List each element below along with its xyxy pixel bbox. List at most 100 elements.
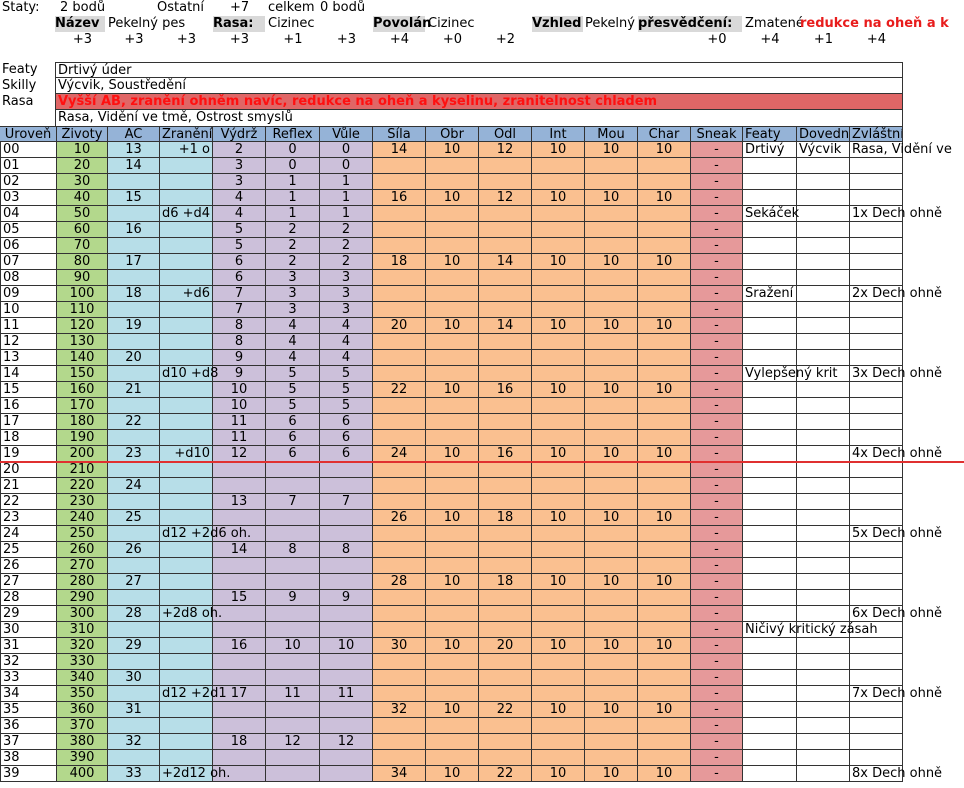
cell: +1 o: [160, 142, 213, 158]
cell: [160, 190, 213, 206]
cell: [479, 462, 532, 478]
cell: [213, 526, 266, 542]
cell: 40: [57, 190, 108, 206]
cell: 250: [57, 526, 108, 542]
cell: [532, 670, 585, 686]
cell: [479, 174, 532, 190]
column-header: Obr: [426, 126, 479, 142]
cell: 6: [266, 446, 320, 462]
cell: 26: [373, 510, 426, 526]
cell: [850, 334, 903, 350]
cell: -: [691, 494, 743, 510]
cell: [213, 702, 266, 718]
cell: 15: [108, 190, 160, 206]
cell: [797, 750, 850, 766]
cell: [532, 542, 585, 558]
cell: [797, 718, 850, 734]
cell: [850, 462, 903, 478]
cell: 6: [320, 430, 373, 446]
level: 24: [0, 526, 57, 542]
cell: [532, 222, 585, 238]
cell: [797, 606, 850, 622]
level: 34: [0, 686, 57, 702]
cell: [638, 590, 691, 606]
cell: 10: [213, 398, 266, 414]
cell: 10: [585, 510, 638, 526]
level: 14: [0, 366, 57, 382]
cell: 3: [320, 270, 373, 286]
cell: -: [691, 510, 743, 526]
cell: 10: [532, 254, 585, 270]
cell: [426, 430, 479, 446]
cell: [160, 542, 213, 558]
cell: 8: [213, 318, 266, 334]
level: 15: [0, 382, 57, 398]
cell: [743, 686, 797, 702]
cell: 290: [57, 590, 108, 606]
cell: [266, 510, 320, 526]
cell: [532, 494, 585, 510]
cell: [426, 286, 479, 302]
cell: [585, 670, 638, 686]
cell: 10: [532, 574, 585, 590]
cell: [373, 718, 426, 734]
cell: 10: [585, 318, 638, 334]
cell: 10: [426, 766, 479, 782]
cell: 10: [585, 382, 638, 398]
field-value: Pekelný pes: [108, 16, 186, 31]
level: 11: [0, 318, 57, 334]
cell: 10: [532, 382, 585, 398]
cell: [479, 430, 532, 446]
cell: [426, 158, 479, 174]
cell: 18: [479, 510, 532, 526]
cell: [373, 670, 426, 686]
cell: [213, 558, 266, 574]
cell: 240: [57, 510, 108, 526]
cell: 130: [57, 334, 108, 350]
cell: 160: [57, 382, 108, 398]
cell: [743, 750, 797, 766]
bonus: +1: [813, 32, 834, 47]
cell: [160, 718, 213, 734]
cell: -: [691, 622, 743, 638]
cell: [585, 238, 638, 254]
cell: [850, 190, 903, 206]
cell: -: [691, 638, 743, 654]
cell: [743, 702, 797, 718]
cell: [266, 574, 320, 590]
field-label: přesvědčení:: [638, 16, 742, 32]
cell: 6: [213, 254, 266, 270]
cell: [797, 366, 850, 382]
cell: 210: [57, 462, 108, 478]
cell: [585, 366, 638, 382]
cell: 31: [108, 702, 160, 718]
cell: 4: [266, 350, 320, 366]
cell: [638, 222, 691, 238]
cell: [797, 670, 850, 686]
cell: [850, 174, 903, 190]
cell: [743, 574, 797, 590]
cell: [850, 494, 903, 510]
cell: [743, 510, 797, 526]
cell: 16: [479, 446, 532, 462]
cell: 110: [57, 302, 108, 318]
cell: 12: [320, 734, 373, 750]
cell: Výcvik: [797, 142, 850, 158]
column-header: Výdrž: [213, 126, 266, 142]
cell: 19: [108, 318, 160, 334]
cell: [638, 670, 691, 686]
level: 08: [0, 270, 57, 286]
cell: -: [691, 174, 743, 190]
cell: [638, 206, 691, 222]
cell: -: [691, 270, 743, 286]
stat-text: Staty:: [2, 0, 40, 15]
cell: 8: [266, 542, 320, 558]
cell: [108, 718, 160, 734]
cell: 10: [585, 638, 638, 654]
cell: [743, 382, 797, 398]
cell: [638, 526, 691, 542]
cell: [585, 398, 638, 414]
cell: [479, 590, 532, 606]
cell: 5: [320, 366, 373, 382]
cell: -: [691, 478, 743, 494]
